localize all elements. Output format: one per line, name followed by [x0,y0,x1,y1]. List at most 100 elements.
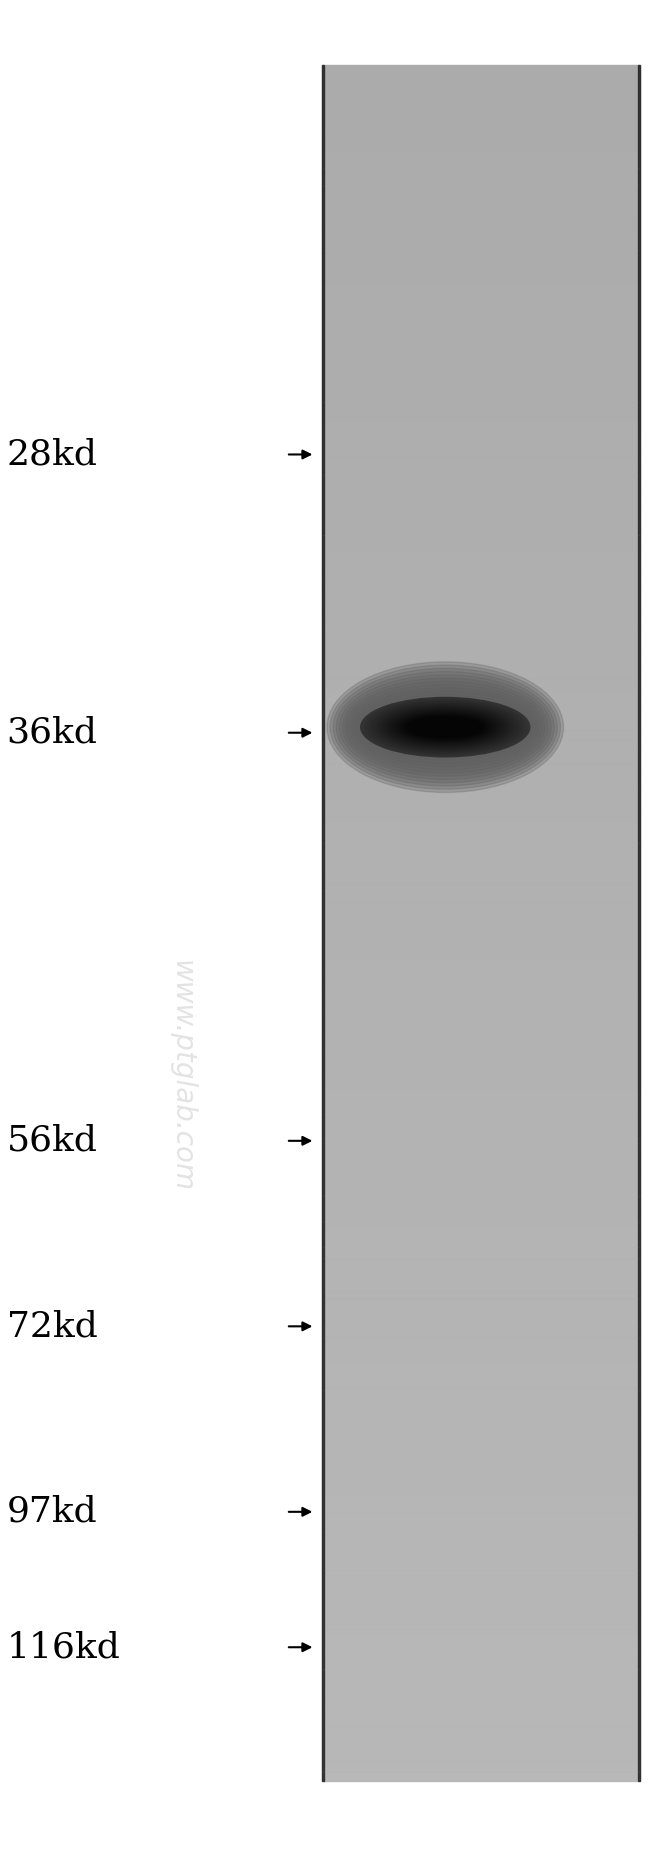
Bar [322,1311,640,1317]
Bar [322,1603,640,1608]
Bar [322,493,640,499]
Bar [322,1478,640,1484]
Bar [322,636,640,642]
Bar [322,1580,640,1586]
Bar [322,403,640,408]
Bar [322,1621,640,1627]
Bar [322,562,640,568]
Bar [322,1369,640,1375]
Bar [322,729,640,735]
Bar [322,505,640,510]
Bar [322,1569,640,1575]
Bar [322,219,640,224]
Bar [322,1180,640,1185]
Bar [322,831,640,837]
Bar [322,145,640,150]
Bar [322,1690,640,1695]
Bar [322,1243,640,1248]
Bar [322,82,640,87]
Bar [322,150,640,156]
Bar [322,1089,640,1094]
Bar [322,946,640,952]
Bar [322,1490,640,1495]
Bar [322,70,640,76]
Bar [322,649,640,655]
Bar [322,746,640,751]
Bar [322,774,640,779]
Bar [322,1460,640,1465]
Ellipse shape [395,712,495,742]
Bar [322,1410,640,1415]
Bar [322,1169,640,1174]
Bar [322,545,640,551]
Bar [322,1100,640,1106]
Bar [322,1465,640,1473]
Bar [322,1443,640,1449]
Bar [322,1644,640,1649]
Bar [322,1660,640,1666]
Ellipse shape [333,668,558,787]
Bar [322,1363,640,1369]
Bar [322,683,640,688]
Bar [322,1649,640,1655]
Bar [322,1547,640,1553]
Bar [322,1397,640,1402]
Ellipse shape [408,716,484,738]
Bar [322,551,640,556]
Bar [322,866,640,872]
Bar [322,963,640,968]
Bar [322,265,640,271]
Bar [322,1061,640,1067]
Bar [322,1723,640,1729]
Bar [322,1375,640,1380]
Bar [322,905,640,911]
Bar [322,1701,640,1707]
Bar [322,1267,640,1273]
Bar [322,1610,640,1616]
Bar [322,735,640,740]
Bar [322,1707,640,1712]
Bar [322,699,640,705]
Bar [322,1083,640,1089]
Bar [322,1454,640,1460]
Ellipse shape [393,710,498,744]
Bar [322,1358,640,1363]
Bar [322,1135,640,1141]
Bar [322,1734,640,1740]
Bar [322,1306,640,1311]
Bar [322,1729,640,1734]
Bar [322,1512,640,1517]
Bar [322,787,640,792]
Bar [322,351,640,356]
Bar [322,723,640,729]
Bar [322,1232,640,1237]
Bar [322,1517,640,1523]
Bar [322,1122,640,1128]
Bar [322,471,640,477]
Bar [322,65,324,1781]
Bar [322,380,640,386]
Ellipse shape [345,681,545,774]
Bar [322,1597,640,1603]
Bar [322,1248,640,1254]
Bar [322,597,640,603]
Bar [322,1352,640,1358]
Bar [322,362,640,367]
Bar [322,1128,640,1135]
Bar [322,688,640,694]
Bar [322,1421,640,1426]
Bar [322,998,640,1004]
Bar [322,803,640,809]
Bar [322,425,640,430]
Bar [322,306,640,312]
Bar [322,1226,640,1232]
Bar [322,1432,640,1438]
Bar [322,1684,640,1690]
Bar [322,1501,640,1506]
Bar [322,1473,640,1478]
Bar [322,614,640,620]
Bar [322,1198,640,1204]
Bar [322,929,640,935]
Bar [322,820,640,825]
Bar [322,968,640,974]
